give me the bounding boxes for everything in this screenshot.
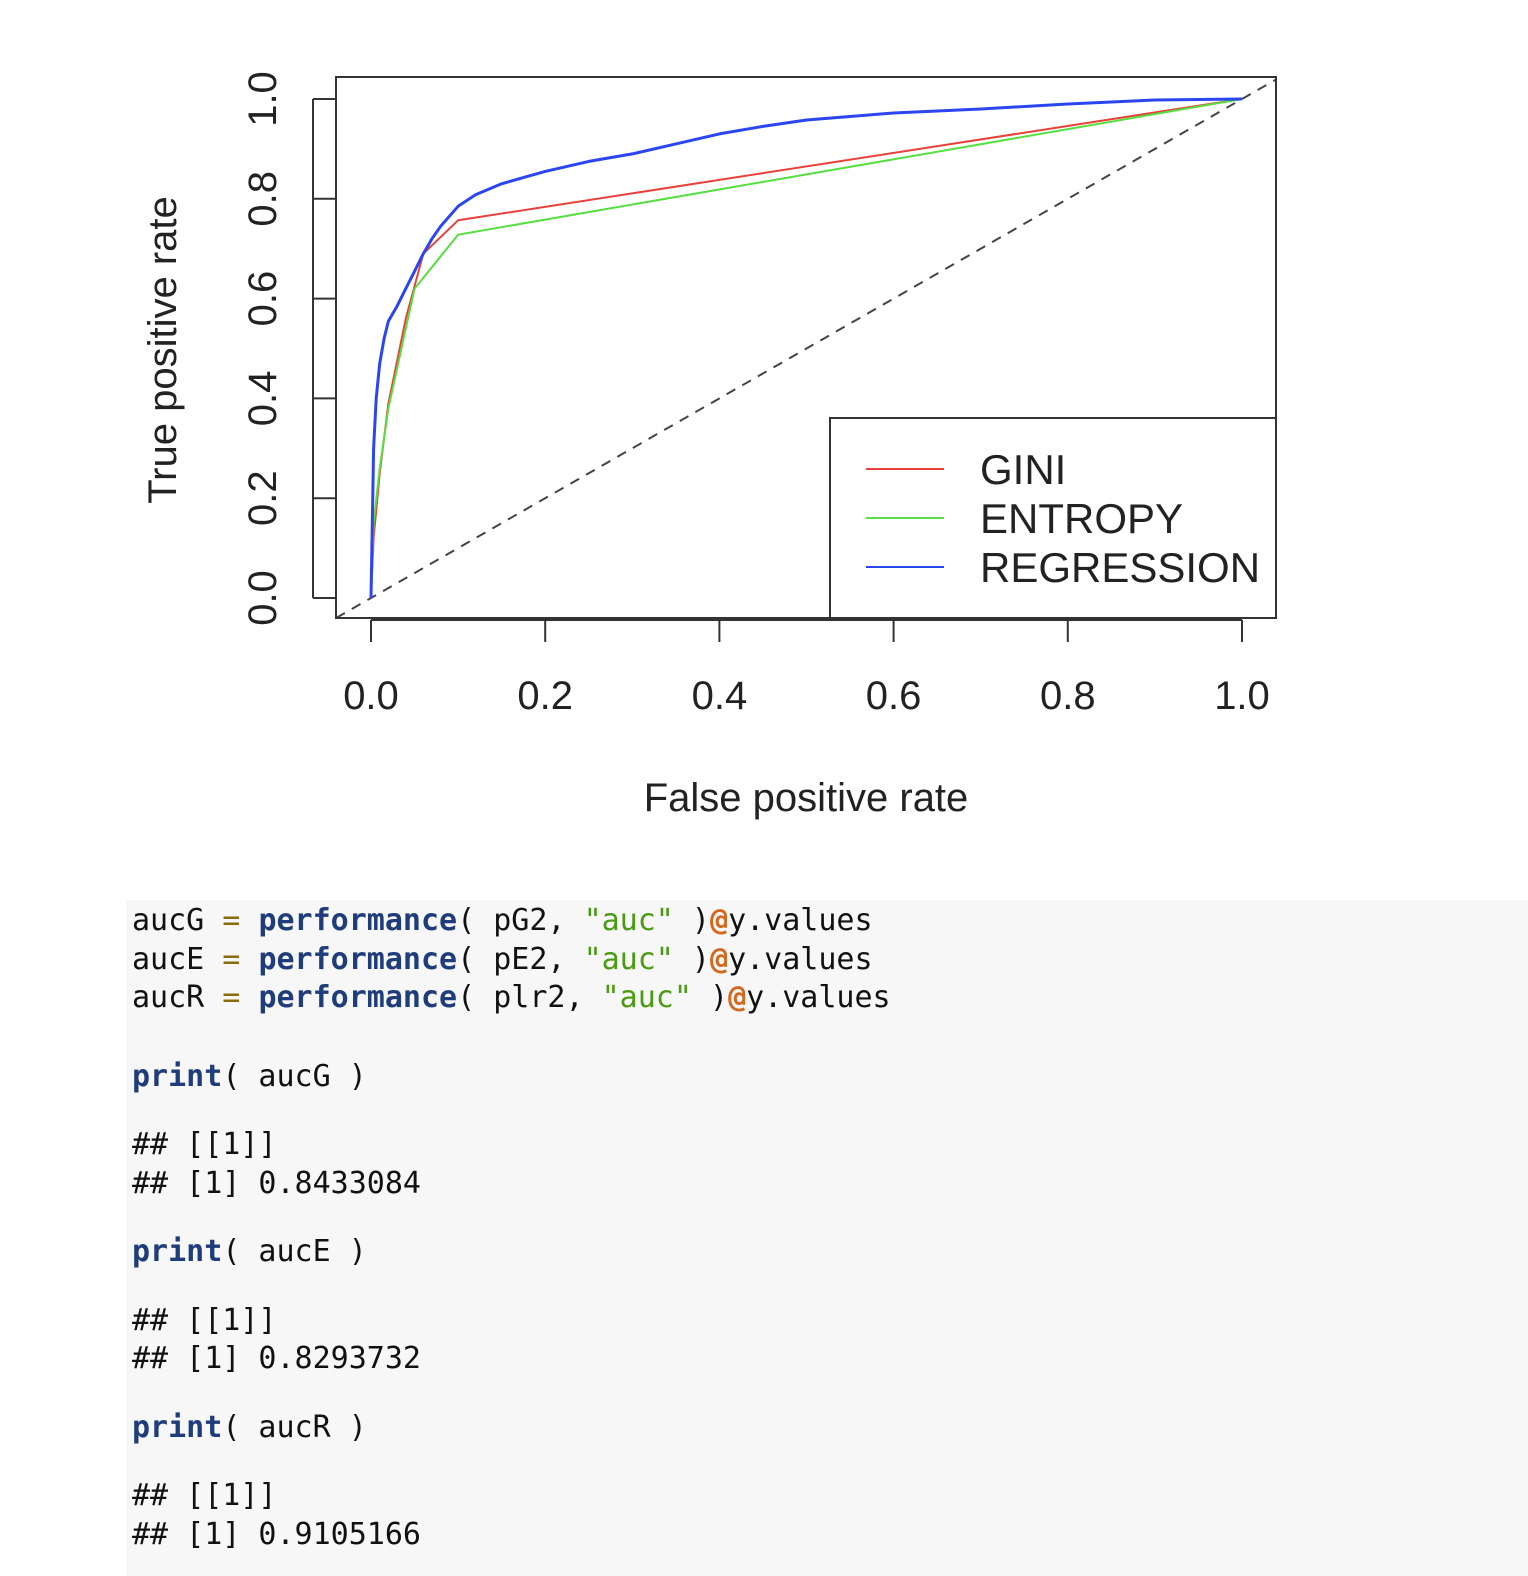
code-args: ( pE2,	[457, 941, 584, 977]
code-args: ( aucR )	[222, 1409, 367, 1445]
y-tick-label: 1.0	[241, 71, 285, 127]
output-line: ## [1] 0.9105166	[132, 1516, 421, 1552]
x-tick-label: 0.8	[1040, 674, 1096, 718]
legend-label-entropy: ENTROPY	[980, 495, 1183, 542]
y-tick-label: 0.2	[241, 470, 285, 526]
x-axis: 0.0 0.2 0.4 0.6 0.8 1.0	[343, 619, 1270, 718]
code-slot: y.values	[728, 903, 873, 938]
plot-frame	[335, 76, 1277, 619]
reference-diagonal-line	[337, 78, 1275, 617]
code-function: print	[132, 1058, 223, 1094]
code-line-aucR: aucR = performance( plr2, "auc" )@y.valu…	[132, 979, 891, 1018]
x-tick-label: 0.6	[866, 674, 922, 718]
code-args: ( pG2,	[457, 903, 584, 938]
code-line-aucG: aucG = performance( pG2, "auc" )@y.value…	[132, 902, 891, 941]
code-slot: y.values	[746, 980, 891, 1015]
code-slot: y.values	[728, 941, 873, 977]
x-tick-label: 0.2	[517, 674, 573, 718]
x-tick-label: 0.0	[343, 674, 399, 718]
code-operator: =	[204, 980, 259, 1015]
code-at-operator: @	[728, 980, 747, 1015]
reference-line-group	[337, 78, 1275, 617]
code-line-print-aucG: print( aucG )	[132, 1058, 891, 1097]
code-string: "auc"	[601, 980, 692, 1015]
series-line-entropy	[370, 98, 1243, 599]
code-function: performance	[258, 903, 458, 938]
code-block: aucG = performance( pG2, "auc" )@y.value…	[126, 900, 1528, 1576]
code-var: aucR	[132, 980, 205, 1015]
code-content: aucG = performance( pG2, "auc" )@y.value…	[132, 902, 891, 1554]
y-axis: 0.0 0.2 0.4 0.6 0.8 1.0	[241, 71, 336, 626]
code-operator: =	[204, 941, 259, 977]
code-line-aucE: aucE = performance( pE2, "auc" )@y.value…	[132, 941, 891, 980]
output-line: ## [1] 0.8293732	[132, 1341, 421, 1376]
y-tick-label: 0.6	[241, 271, 285, 327]
legend-label-gini: GINI	[980, 446, 1066, 493]
code-function: print	[132, 1234, 223, 1269]
x-tick-label: 1.0	[1214, 674, 1270, 718]
y-tick-label: 0.4	[241, 371, 285, 427]
code-var: aucE	[132, 941, 205, 977]
code-function: performance	[258, 941, 458, 977]
y-axis-label: True positive rate	[141, 196, 185, 504]
output-line: ## [[1]]	[132, 1478, 277, 1513]
code-args: )	[673, 941, 710, 977]
code-args: ( aucG )	[222, 1058, 367, 1094]
code-line-print-aucE: print( aucE )	[132, 1233, 891, 1272]
y-tick-label: 0.8	[241, 171, 285, 227]
code-function: print	[132, 1409, 223, 1445]
series-line-regression	[369, 97, 1243, 599]
code-string: "auc"	[583, 941, 674, 977]
code-at-operator: @	[710, 941, 729, 977]
legend-label-regression: REGRESSION	[980, 544, 1260, 591]
output-line: ## [[1]]	[132, 1302, 277, 1338]
x-axis-label: False positive rate	[644, 776, 969, 820]
series-group	[369, 97, 1243, 599]
code-args: ( plr2,	[457, 980, 602, 1015]
x-tick-label: 0.4	[692, 674, 748, 718]
code-line-print-aucR: print( aucR )	[132, 1409, 891, 1448]
output-line: ## [[1]]	[132, 1127, 277, 1162]
roc-chart: 0.0 0.2 0.4 0.6 0.8 1.0 0.0 0.2 0.4 0.6 0.8 1.0 Fa…	[141, 71, 1277, 820]
code-operator: =	[204, 903, 259, 938]
series-line-gini	[370, 98, 1243, 599]
code-args: )	[673, 903, 710, 938]
code-function: performance	[258, 980, 458, 1015]
output-line: ## [1] 0.8433084	[132, 1165, 421, 1201]
code-string: "auc"	[583, 903, 674, 938]
code-at-operator: @	[710, 903, 729, 938]
code-args: ( aucE )	[222, 1234, 367, 1269]
y-tick-label: 0.0	[241, 570, 285, 626]
code-var: aucG	[132, 903, 205, 938]
code-args: )	[691, 980, 729, 1015]
